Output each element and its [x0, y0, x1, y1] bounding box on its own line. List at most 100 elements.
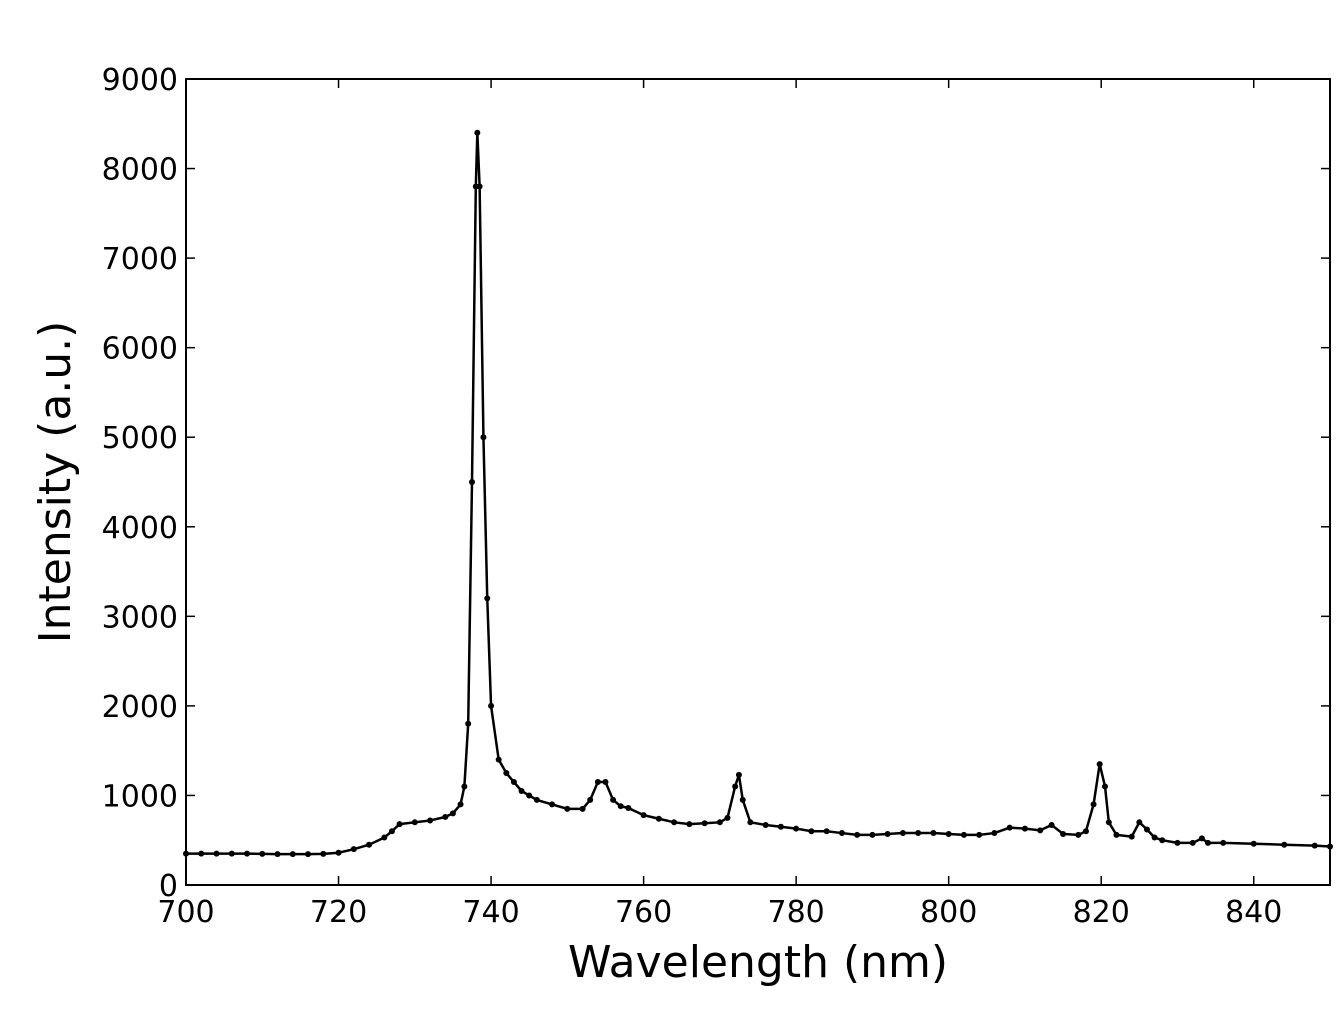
data-point	[930, 830, 937, 837]
x-axis-label: Wavelength (nm)	[568, 937, 948, 988]
data-point	[461, 783, 468, 790]
x-tick-label: 720	[310, 895, 367, 930]
data-point	[869, 831, 876, 838]
plot-frame	[185, 78, 1331, 886]
y-tick-label: 8000	[102, 153, 178, 188]
data-point	[579, 805, 586, 812]
y-tick-label: 6000	[102, 332, 178, 367]
data-point	[1128, 833, 1135, 840]
data-point	[1198, 835, 1205, 842]
data-point	[411, 819, 418, 826]
data-point	[1105, 819, 1112, 826]
data-point	[1113, 831, 1120, 838]
data-point	[465, 720, 472, 727]
data-point	[899, 830, 906, 837]
data-point	[625, 804, 632, 811]
data-point	[671, 819, 678, 826]
data-point	[474, 129, 481, 136]
data-point	[1250, 840, 1257, 847]
data-point	[747, 819, 754, 826]
data-point	[1037, 827, 1044, 834]
data-point	[640, 812, 647, 819]
y-tick-label: 7000	[102, 242, 178, 277]
data-point	[396, 821, 403, 828]
data-point	[838, 830, 845, 837]
data-point	[1204, 839, 1211, 846]
data-point	[350, 846, 357, 853]
data-point	[1220, 839, 1227, 846]
data-point	[1159, 837, 1166, 844]
y-tick-label: 0	[159, 869, 178, 904]
x-tick-label: 780	[768, 895, 825, 930]
y-axis-label: Intensity (a.u.)	[30, 321, 81, 644]
data-point	[686, 821, 693, 828]
data-point	[335, 849, 342, 856]
data-point	[1060, 830, 1067, 837]
data-point	[1021, 825, 1028, 832]
data-point	[476, 183, 483, 190]
data-point	[724, 814, 731, 821]
data-point	[854, 831, 861, 838]
data-point	[533, 796, 540, 803]
data-point	[457, 801, 464, 808]
data-point	[366, 841, 373, 848]
y-tick-label: 9000	[102, 63, 178, 98]
data-point	[388, 828, 395, 835]
x-tick-label: 840	[1225, 895, 1282, 930]
data-point	[381, 834, 388, 841]
data-point	[602, 779, 609, 786]
y-tick-label: 3000	[102, 600, 178, 635]
data-point	[739, 796, 746, 803]
data-point	[1189, 839, 1196, 846]
data-point	[1075, 831, 1082, 838]
data-point	[960, 831, 967, 838]
data-point	[945, 830, 952, 837]
data-point	[777, 823, 784, 830]
data-point	[449, 810, 456, 817]
data-point	[701, 820, 708, 827]
data-point	[495, 756, 502, 763]
data-point	[793, 825, 800, 832]
data-point	[1281, 841, 1288, 848]
data-point	[1102, 783, 1109, 790]
data-point	[503, 770, 510, 777]
data-point	[549, 801, 556, 808]
data-point	[442, 813, 449, 820]
x-tick-label: 700	[157, 895, 214, 930]
y-tick-label: 2000	[102, 690, 178, 725]
data-point	[594, 779, 601, 786]
data-point	[1136, 819, 1143, 826]
data-point	[259, 850, 266, 857]
data-point	[1096, 761, 1103, 768]
data-point	[526, 792, 533, 799]
data-point	[762, 821, 769, 828]
data-point	[469, 479, 475, 485]
data-point	[808, 828, 815, 835]
data-point	[884, 830, 891, 837]
data-point	[488, 702, 495, 709]
data-point	[228, 850, 235, 857]
data-point	[244, 850, 251, 857]
series-line	[186, 132, 1331, 856]
x-tick-label: 740	[462, 895, 519, 930]
y-tick-label: 5000	[102, 421, 178, 456]
data-point	[617, 803, 624, 810]
y-tick-label: 1000	[102, 779, 178, 814]
data-point	[915, 830, 922, 837]
data-point	[1311, 842, 1318, 849]
data-point	[564, 805, 571, 812]
data-point	[1151, 834, 1158, 841]
data-point	[198, 850, 205, 857]
data-point	[427, 817, 434, 824]
data-point	[1082, 828, 1089, 835]
data-point	[484, 595, 491, 602]
data-point	[991, 830, 998, 837]
data-point	[213, 850, 220, 857]
x-tick-label: 800	[920, 895, 977, 930]
x-tick-label: 820	[1073, 895, 1130, 930]
data-point	[587, 796, 594, 803]
data-point	[732, 783, 739, 790]
data-point	[305, 851, 312, 858]
data-point	[1006, 824, 1013, 831]
